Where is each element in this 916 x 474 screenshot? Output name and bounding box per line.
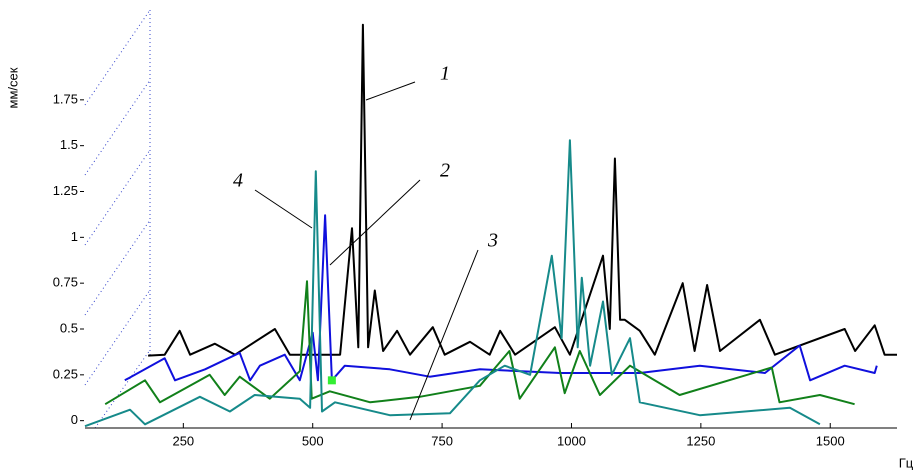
x-tick-label: 500 (302, 433, 324, 448)
x-tick-label: 250 (172, 433, 194, 448)
leader-line (365, 81, 416, 101)
y-tick-label: 1.5 (60, 137, 78, 152)
leader-line (329, 179, 421, 266)
y-tick-label: 1 (71, 229, 78, 244)
x-tick-label: 1000 (557, 433, 586, 448)
y-axis-label: мм/сек (5, 67, 20, 108)
y-tick-label: 0.75 (53, 275, 78, 290)
highlight-marker (327, 376, 336, 385)
leader-line (254, 189, 313, 229)
spectrum-line (148, 23, 897, 357)
x-axis-label: Гц (899, 455, 914, 470)
annotation: 3 (487, 230, 498, 252)
y-tick-label: 0.5 (60, 320, 78, 335)
leader-line (409, 249, 479, 421)
spectrum-line (124, 214, 878, 382)
frame (84, 9, 151, 429)
y-tick-label: 1.75 (53, 91, 78, 106)
y-tick-label: 1.25 (53, 183, 78, 198)
spectrum-line (84, 139, 821, 428)
x-tick-label: 1500 (816, 433, 845, 448)
spectrum-line (104, 280, 855, 406)
annotation: 4 (233, 170, 243, 192)
x-tick-label: 1250 (686, 433, 715, 448)
y-tick-label: 0.25 (53, 366, 78, 381)
x-tick-label: 750 (431, 433, 453, 448)
annotation: 1 (440, 63, 450, 85)
y-tick-label: 0 (71, 412, 78, 427)
annotation: 2 (440, 160, 450, 182)
